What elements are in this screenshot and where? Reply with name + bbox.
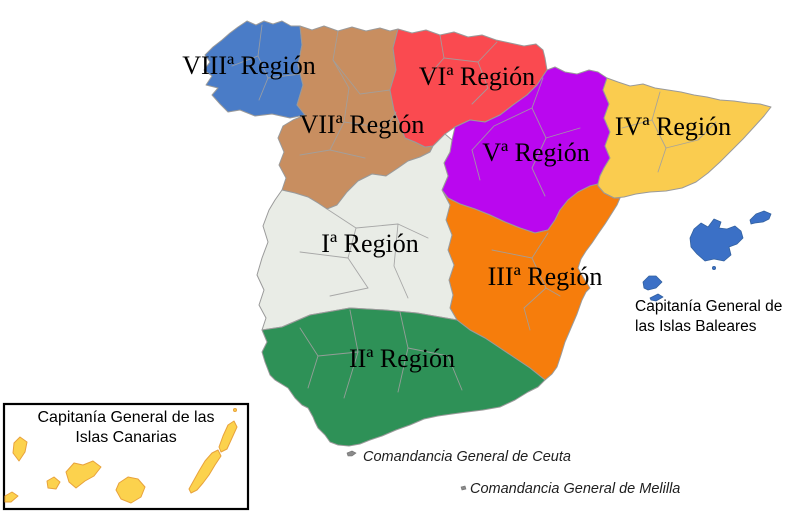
fuerteventura-island bbox=[188, 449, 222, 494]
melilla-marker bbox=[460, 485, 467, 491]
region-areas bbox=[203, 20, 772, 447]
region-ii-label: IIª Región bbox=[349, 344, 455, 373]
canarias-inset: Capitanía General de las Islas Canarias bbox=[2, 402, 250, 511]
ceuta-marker bbox=[346, 450, 357, 457]
canarias-label-line1: Capitanía General de las bbox=[38, 409, 215, 426]
cabrera-island bbox=[712, 265, 717, 270]
gran-canaria-island bbox=[115, 476, 146, 504]
region-i-area bbox=[256, 133, 458, 331]
province-borders bbox=[231, 24, 717, 399]
region-labels: VIIIª Región VIIª Región VIª Región Vª R… bbox=[182, 51, 731, 373]
baleares-label-line2: las Islas Baleares bbox=[635, 318, 757, 335]
region-iv-label: IVª Región bbox=[615, 112, 731, 141]
la-palma-island bbox=[12, 436, 28, 462]
tenerife-island bbox=[65, 460, 102, 489]
melilla-label: Comandancia General de Melilla bbox=[470, 481, 680, 497]
region-ii-area bbox=[261, 307, 546, 447]
baleares-label-line1: Capitanía General de bbox=[635, 298, 782, 315]
region-v-label: Vª Región bbox=[482, 138, 590, 167]
region-viii-area bbox=[203, 20, 306, 119]
ibiza-island bbox=[642, 275, 663, 291]
region-vii-label: VIIª Región bbox=[300, 110, 425, 139]
mallorca-island bbox=[689, 218, 744, 262]
region-iii-label: IIIª Región bbox=[488, 262, 603, 291]
menorca-island bbox=[749, 210, 772, 225]
formentera-island bbox=[649, 293, 664, 302]
la-gomera-island bbox=[46, 476, 61, 490]
canarias-label-line2: Islas Canarias bbox=[75, 429, 176, 446]
region-iv-area bbox=[597, 77, 772, 199]
region-i-label: Iª Región bbox=[321, 229, 418, 258]
el-hierro-island bbox=[4, 491, 19, 503]
region-viii-label: VIIIª Región bbox=[182, 51, 316, 80]
region-vi-label: VIª Región bbox=[419, 62, 535, 91]
la-graciosa-island bbox=[233, 408, 237, 412]
comandancias: Comandancia General de Ceuta Comandancia… bbox=[346, 449, 680, 497]
ceuta-label: Comandancia General de Ceuta bbox=[363, 449, 571, 465]
lanzarote-island bbox=[218, 420, 238, 453]
baleares-caption: Capitanía General de las Islas Baleares bbox=[635, 298, 782, 335]
baleares-islands bbox=[642, 210, 772, 302]
